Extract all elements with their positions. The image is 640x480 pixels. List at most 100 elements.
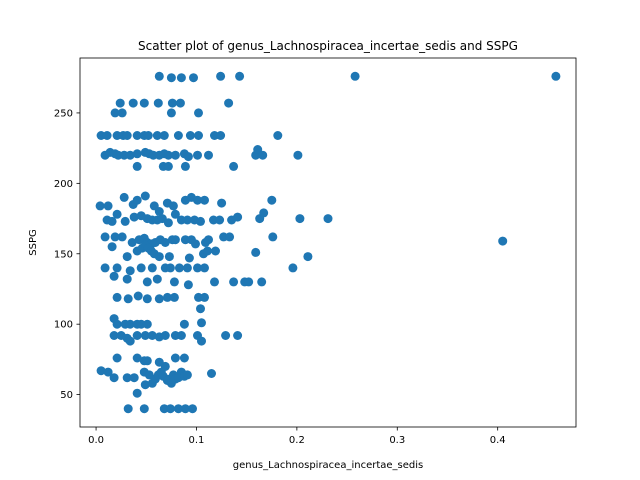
x-tick-label: 0.3 [389,435,405,446]
data-point [154,294,164,304]
data-point [125,336,135,346]
data-point [170,235,180,245]
y-axis-label: SSPG [28,229,39,255]
data-point [244,277,254,287]
data-point [132,195,142,205]
data-point [110,108,120,118]
data-point [211,246,220,256]
x-tick-label: 0.0 [88,435,104,446]
data-point [162,292,172,302]
data-point [194,108,203,118]
data-point [180,404,190,414]
data-point [259,208,269,218]
data-point [103,201,113,211]
data-point [147,263,157,273]
data-point [139,404,149,414]
data-point [129,212,139,222]
data-point [169,292,179,302]
data-point [152,274,162,284]
data-point [154,207,164,216]
data-point [173,131,183,140]
data-point [173,404,183,414]
data-point [152,131,162,140]
data-point [132,353,142,363]
data-point [154,71,164,81]
data-point [188,404,197,414]
data-point [182,263,192,273]
data-point [323,214,333,224]
data-point [109,271,119,281]
data-point [176,73,186,83]
data-point [160,331,170,340]
data-point [268,232,278,242]
data-point [182,370,192,380]
data-point [115,98,125,108]
data-point [193,195,202,205]
data-point [109,373,119,383]
data-point [176,331,186,340]
data-point [182,215,192,225]
data-point [224,98,234,108]
data-point [112,209,122,219]
data-point [140,191,150,201]
data-point [196,216,205,226]
data-point [267,195,277,205]
data-point [189,73,198,83]
data-point [140,331,150,340]
data-point [207,369,216,378]
data-point [103,367,113,377]
data-point [273,131,283,140]
data-point [102,131,112,140]
data-point [204,235,213,245]
y-axis: 50 100 150 200 250 [54,108,80,401]
data-point [251,247,261,257]
data-point [166,73,176,83]
data-point [142,277,152,287]
plot-frame [79,57,577,428]
data-point [132,149,142,159]
data-point [117,108,127,118]
data-point [142,356,152,366]
data-point [125,266,135,276]
data-point [175,98,185,108]
data-point [169,277,179,287]
data-point [229,161,239,171]
data-point [160,238,170,247]
data-point [203,246,212,256]
data-point [107,216,117,226]
points-layer [95,71,561,414]
data-point [233,212,243,222]
data-point [216,71,226,81]
y-tick-label: 200 [54,179,73,190]
data-point [123,404,133,414]
data-point [107,242,117,252]
data-point [258,150,268,160]
data-point [179,319,189,329]
data-point [197,336,206,346]
data-point [170,150,180,160]
data-point [132,331,142,340]
y-tick-label: 150 [54,249,73,260]
data-point [168,201,178,211]
data-point [235,71,245,81]
y-tick-label: 250 [54,108,73,119]
data-point [123,294,133,304]
data-point [551,71,561,81]
x-axis: 0.0 0.1 0.2 0.3 0.4 [88,427,506,446]
data-point [112,319,122,329]
data-point [112,292,122,302]
data-point [197,318,206,328]
data-point [128,98,138,108]
data-point [127,238,137,247]
x-tick-label: 0.1 [189,435,205,446]
data-point [136,263,146,273]
data-point [174,263,184,273]
data-point [112,353,122,363]
data-point [164,252,174,262]
data-point [163,218,173,228]
data-point [110,232,120,242]
data-point [225,232,235,242]
data-point [196,304,205,314]
data-point [167,98,177,108]
x-tick-label: 0.4 [490,435,506,446]
